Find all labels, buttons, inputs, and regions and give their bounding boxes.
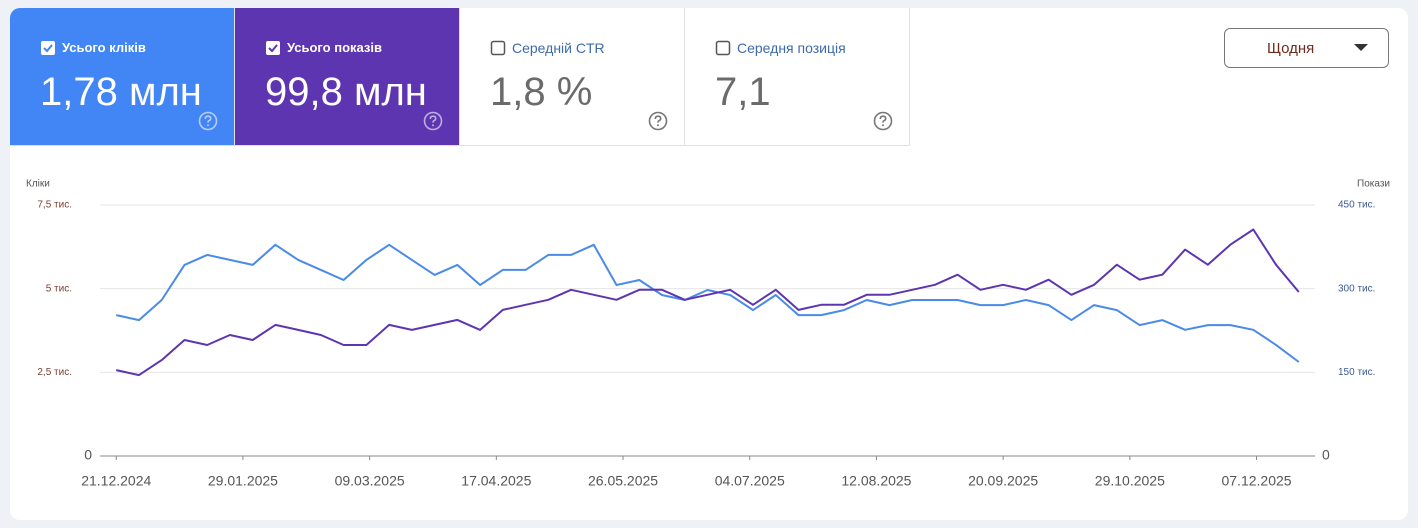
metric-tile[interactable]: Усього показів 99,8 млн	[235, 8, 460, 146]
help-icon[interactable]	[198, 111, 218, 131]
metric-tiles: Усього кліків 1,78 млн Усього показів 99,8 …	[10, 8, 910, 146]
chart: Кліки Покази 0 2,5 тис. 5 тис. 7,5 тис. 0 150 т…	[26, 179, 1390, 489]
checkbox[interactable]	[490, 40, 506, 56]
performance-card: Кліки Покази 0 2,5 тис. 5 тис. 7,5 тис. 0 150 т…	[10, 8, 1408, 520]
metric-label: Усього показів	[287, 40, 382, 55]
x-tick-label: 09.03.2025	[335, 473, 405, 489]
x-tick-label: 29.10.2025	[1095, 473, 1165, 489]
metric-label: Середня позиція	[737, 40, 846, 56]
metric-value: 99,8 млн	[265, 70, 427, 114]
metric-tile[interactable]: Середній CTR 1,8 %	[460, 8, 685, 146]
x-tick-label: 07.12.2025	[1221, 473, 1291, 489]
y2-tick-label: 300 тис.	[1338, 283, 1375, 294]
x-tick-label: 21.12.2024	[81, 473, 151, 489]
x-tick-label: 20.09.2025	[968, 473, 1038, 489]
metric-label: Середній CTR	[512, 40, 605, 56]
x-tick-label: 29.01.2025	[208, 473, 278, 489]
help-icon[interactable]	[873, 111, 893, 131]
metric-value: 7,1	[715, 70, 771, 114]
x-tick-label: 17.04.2025	[461, 473, 531, 489]
y2-tick-label: 150 тис.	[1338, 367, 1375, 378]
y-tick-label: 5 тис.	[46, 283, 72, 294]
metric-tile[interactable]: Усього кліків 1,78 млн	[10, 8, 235, 146]
metric-value: 1,8 %	[490, 70, 593, 114]
x-tick-label: 12.08.2025	[841, 473, 911, 489]
metric-label: Усього кліків	[62, 40, 146, 55]
help-icon[interactable]	[423, 111, 443, 131]
x-tick-label: 26.05.2025	[588, 473, 658, 489]
period-select[interactable]: Щодня	[1224, 28, 1389, 68]
x-tick-label: 04.07.2025	[715, 473, 785, 489]
y-tick-label: 2,5 тис.	[37, 367, 72, 378]
y-tick-label: 7,5 тис.	[37, 200, 72, 211]
y2-tick-label: 0	[1322, 447, 1330, 463]
checkbox[interactable]	[265, 40, 281, 56]
help-icon[interactable]	[648, 111, 668, 131]
checkbox[interactable]	[715, 40, 731, 56]
y-tick-label: 0	[84, 447, 92, 463]
series-line	[115, 243, 1300, 363]
caret	[1354, 44, 1368, 51]
y-axis-title: Кліки	[26, 179, 50, 190]
metric-tile[interactable]: Середня позиція 7,1	[685, 8, 910, 146]
series-line	[115, 228, 1300, 377]
checkbox[interactable]	[40, 40, 56, 56]
y2-tick-label: 450 тис.	[1338, 200, 1375, 211]
metric-value: 1,78 млн	[40, 70, 202, 114]
y2-axis-title: Покази	[1357, 179, 1390, 190]
period-label: Щодня	[1267, 40, 1315, 57]
